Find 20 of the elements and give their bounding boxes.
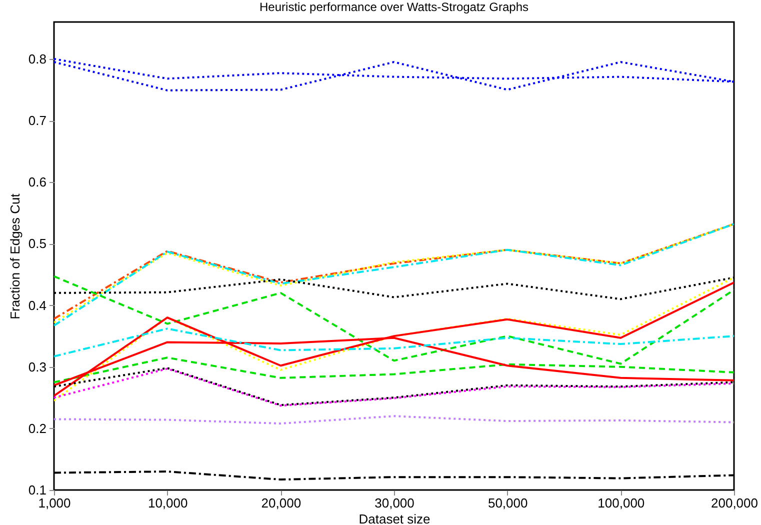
x-tick-label: 10,000 — [148, 496, 188, 510]
x-tick-label: 50,000 — [488, 496, 528, 510]
x-tick-label: 20,000 — [261, 496, 302, 510]
chart-title: Heuristic performance over Watts-Strogatz Graphs — [260, 0, 528, 14]
x-tick-label: 100,000 — [598, 496, 645, 510]
line-series — [54, 415, 734, 424]
y-tick-label: 0.7 — [28, 113, 46, 128]
line-series — [54, 328, 734, 358]
y-tick-label: 0.2 — [28, 420, 46, 436]
y-tick-label: 0.3 — [28, 359, 46, 374]
y-tick-label: 0.8 — [28, 51, 46, 66]
x-tick-label: 1,000 — [38, 496, 71, 510]
x-axis-title: Dataset size — [358, 512, 430, 525]
y-tick-label: 0.1 — [28, 482, 46, 498]
y-tick-label: 0.5 — [28, 236, 46, 252]
x-tick-label: 30,000 — [374, 496, 414, 510]
y-tick-label: 0.6 — [28, 174, 46, 190]
y-tick-label: 0.4 — [28, 298, 46, 313]
y-axis-title: Fraction of Edges Cut — [7, 193, 22, 320]
x-tick-label: 200,000 — [711, 496, 758, 510]
